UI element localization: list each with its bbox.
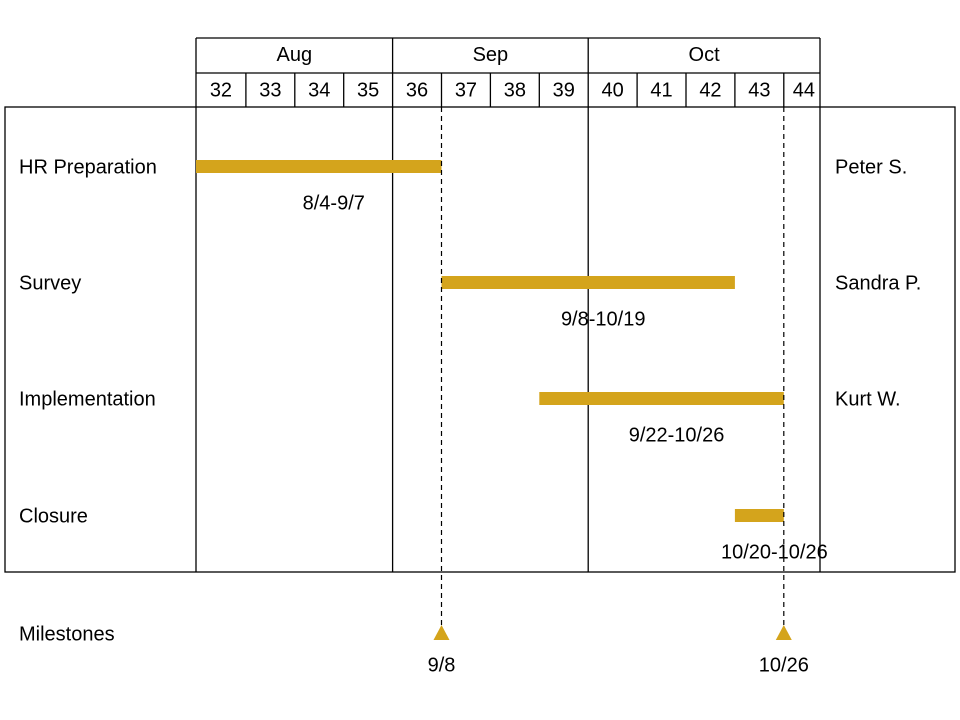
week-label: 35 [357, 79, 379, 101]
week-label: 41 [650, 79, 672, 101]
task-name: Survey [19, 272, 81, 294]
task-date-label: 9/22-10/26 [629, 424, 725, 446]
week-label: 34 [308, 79, 330, 101]
week-label: 36 [406, 79, 428, 101]
task-name: Implementation [19, 388, 156, 410]
task-name: Closure [19, 505, 88, 527]
week-label: 38 [504, 79, 526, 101]
week-label: 43 [748, 79, 770, 101]
task-owner: Peter S. [835, 156, 907, 178]
week-label: 33 [259, 79, 281, 101]
week-label: 39 [553, 79, 575, 101]
task-area-frame [4, 106, 956, 573]
milestone-date-label: 9/8 [428, 654, 456, 676]
milestone-date-label: 10/26 [759, 654, 809, 676]
task-date-label: 9/8-10/19 [561, 308, 646, 330]
milestone-marker [433, 625, 450, 640]
month-label: Aug [277, 44, 313, 66]
task-bar [196, 160, 442, 173]
task-date-label: 10/20-10/26 [721, 541, 828, 563]
task-bar [734, 509, 784, 522]
task-date-label: 8/4-9/7 [303, 192, 365, 214]
milestone-marker [775, 625, 792, 640]
week-label: 32 [210, 79, 232, 101]
week-label: 40 [602, 79, 624, 101]
month-label: Sep [473, 44, 509, 66]
week-label: 42 [699, 79, 721, 101]
task-owner: Kurt W. [835, 388, 901, 410]
task-bar [441, 276, 735, 289]
week-label: 37 [455, 79, 477, 101]
task-name: HR Preparation [19, 156, 157, 178]
month-label: Oct [689, 44, 721, 66]
task-owner: Sandra P. [835, 272, 921, 294]
week-label: 44 [793, 79, 815, 101]
task-bar [539, 392, 784, 405]
milestones-label: Milestones [19, 623, 115, 645]
